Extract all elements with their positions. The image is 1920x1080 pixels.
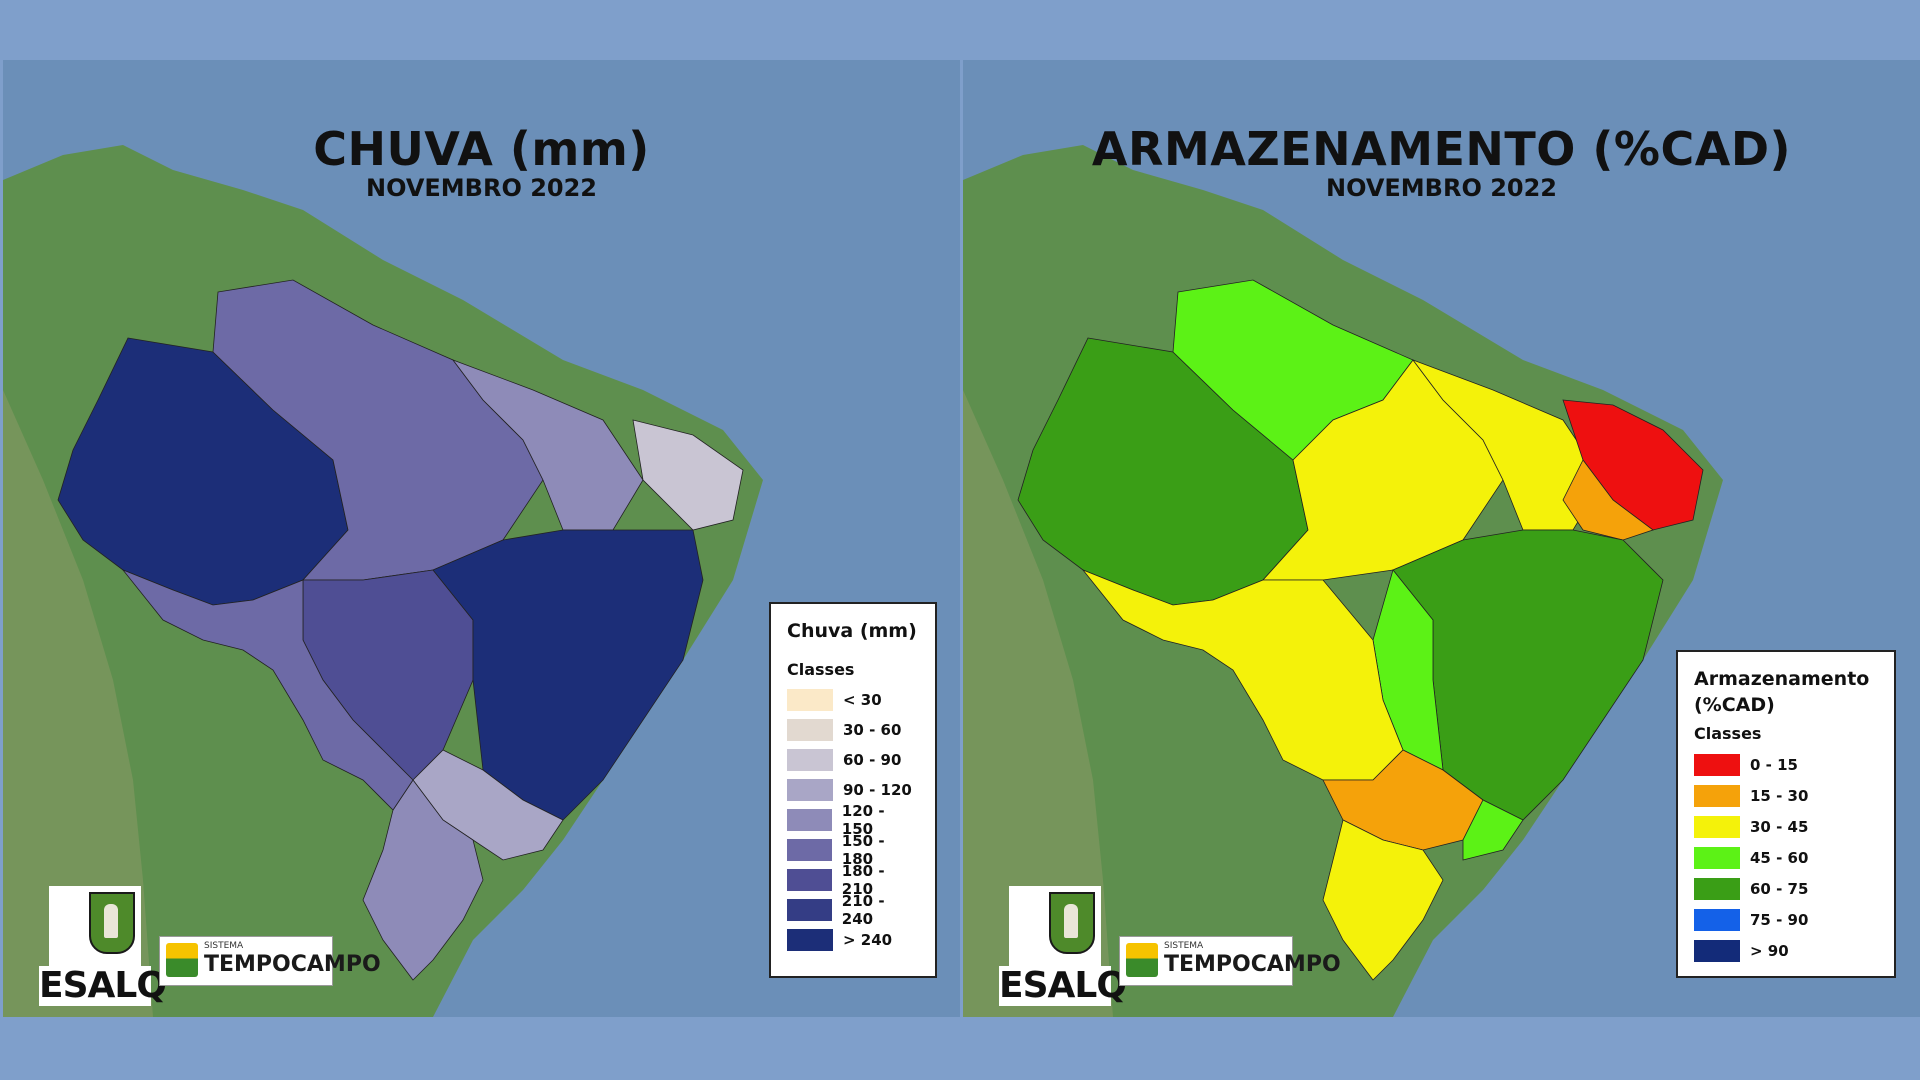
legend-swatch [787,869,832,891]
legend-swatch [1694,753,1740,776]
legend-swatch [787,689,833,711]
map-subtitle: NOVEMBRO 2022 [365,174,598,202]
rainfall-legend: Chuva (mm) Classes < 30 30 - 60 60 - 90 90 … [769,602,937,978]
legend-swatch [787,749,833,771]
legend-label: 0 - 15 [1750,755,1798,774]
legend-item: 60 - 90 [787,745,919,775]
brazil-storage [1017,279,1704,981]
legend-label: 75 - 90 [1750,910,1809,929]
esalq-logo-text: ESALQ [39,965,167,1006]
legend-label: < 30 [843,691,882,709]
legend-label: 60 - 75 [1750,879,1809,898]
legend-item: < 30 [787,685,919,715]
map-subtitle: NOVEMBRO 2022 [1325,174,1558,202]
brazil-rainfall [57,279,744,981]
legend-swatch [1694,784,1740,807]
map-title: CHUVA (mm) [313,122,650,176]
tempocampo-logo: SISTEMA TEMPOCAMPO [159,936,381,986]
storage-map-panel: ARMAZENAMENTO (%CAD) NOVEMBRO 2022 Armaz… [963,60,1920,1017]
legend-label: 180 - 210 [841,862,885,898]
storage-legend: Armazenamento (%CAD) Classes 0 - 15 15 - … [1676,650,1896,978]
legend-item: 120 - 150 [787,802,919,838]
legend-swatch [1694,908,1740,931]
tempocampo-small-text: SISTEMA [204,941,244,951]
crest-icon [89,892,135,954]
legend-item: 75 - 90 [1694,904,1878,935]
legend-item: 0 - 15 [1694,749,1878,780]
legend-item: 150 - 180 [787,832,919,868]
rainfall-map [3,60,960,1017]
legend-label: 30 - 45 [1750,817,1809,836]
esalq-logo-text: ESALQ [999,965,1127,1006]
legend-item: 45 - 60 [1694,842,1878,873]
legend-label: 45 - 60 [1750,848,1809,867]
legend-subtitle: Classes [787,660,855,679]
legend-title: Armazenamento (%CAD) [1694,668,1870,716]
legend-item: 90 - 120 [787,775,919,805]
legend-label: > 90 [1750,941,1789,960]
tempocampo-big-text: TEMPOCAMPO [1164,952,1341,977]
legend-item: > 90 [1694,935,1878,966]
legend-swatch [787,839,832,861]
legend-swatch [1694,877,1740,900]
legend-item: 210 - 240 [787,892,919,928]
legend-label: 30 - 60 [843,721,902,739]
legend-swatch [787,899,832,921]
legend-rows: 0 - 15 15 - 30 30 - 45 45 - 60 60 - 75 75 - 9… [1694,749,1878,966]
legend-item: > 240 [787,925,919,955]
legend-subtitle: Classes [1694,724,1762,743]
legend-label: 15 - 30 [1750,786,1809,805]
legend-swatch [787,929,833,951]
rainfall-map-panel: CHUVA (mm) NOVEMBRO 2022 Chuva (mm) Clas… [3,60,960,1017]
legend-item: 30 - 60 [787,715,919,745]
sun-field-icon [166,943,198,977]
legend-label: 150 - 180 [841,832,885,868]
legend-item: 60 - 75 [1694,873,1878,904]
legend-label: 210 - 240 [841,892,885,928]
legend-swatch [1694,815,1740,838]
map-title: ARMAZENAMENTO (%CAD) [1091,122,1792,176]
legend-swatch [787,809,832,831]
legend-swatch [787,719,833,741]
legend-rows: < 30 30 - 60 60 - 90 90 - 120 120 - 150 150 -… [787,685,919,955]
tempocampo-small-text: SISTEMA [1164,941,1204,951]
legend-item: 180 - 210 [787,862,919,898]
legend-title: Chuva (mm) [787,620,917,642]
tempocampo-logo: SISTEMA TEMPOCAMPO [1119,936,1341,986]
legend-label: 90 - 120 [843,781,912,799]
legend-label: > 240 [843,931,893,949]
crest-icon [1049,892,1095,954]
legend-swatch [1694,846,1740,869]
esalq-logo: ESALQ [999,886,1127,1006]
legend-label: 120 - 150 [841,802,885,838]
sun-field-icon [1126,943,1158,977]
legend-swatch [787,779,833,801]
esalq-logo: ESALQ [39,886,167,1006]
legend-item: 30 - 45 [1694,811,1878,842]
legend-label: 60 - 90 [843,751,902,769]
legend-item: 15 - 30 [1694,780,1878,811]
tempocampo-big-text: TEMPOCAMPO [204,952,381,977]
legend-swatch [1694,939,1740,962]
